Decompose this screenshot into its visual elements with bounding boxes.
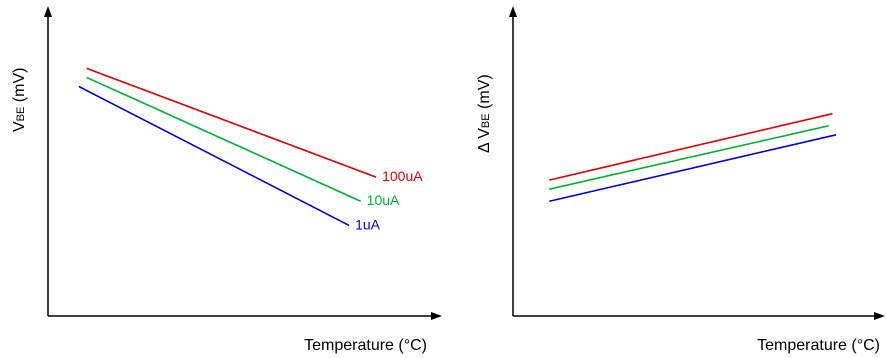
series-group-right <box>549 112 837 203</box>
series-line-left-100ua <box>86 67 377 178</box>
series-line-right-0 <box>549 112 833 181</box>
series-line-left-10ua <box>86 76 361 202</box>
x-axis-label-left: Temperature (°C) <box>304 337 427 354</box>
chart-right: Temperature (°C) Δ VBE (mV) <box>476 6 885 354</box>
x-axis-arrow-left <box>431 312 442 320</box>
series-line-right-2 <box>549 134 837 203</box>
series-label-10ua: 10uA <box>367 192 400 208</box>
y-axis-arrow-left <box>44 6 52 17</box>
x-axis-arrow-right <box>874 312 885 320</box>
series-label-1ua: 1uA <box>355 216 381 232</box>
series-group-left: 100uA 10uA 1uA <box>78 67 423 232</box>
series-label-100ua: 100uA <box>382 168 423 184</box>
series-line-right-1 <box>549 124 829 190</box>
y-axis-label-left: VBE (mV) <box>11 68 28 132</box>
chart-left: Temperature (°C) VBE (mV) 100uA 10uA 1uA <box>11 6 442 354</box>
y-axis-arrow-right <box>509 6 517 17</box>
y-axis-label-right: Δ VBE (mV) <box>476 74 493 153</box>
x-axis-label-right: Temperature (°C) <box>757 337 880 354</box>
series-line-left-1ua <box>78 85 350 227</box>
